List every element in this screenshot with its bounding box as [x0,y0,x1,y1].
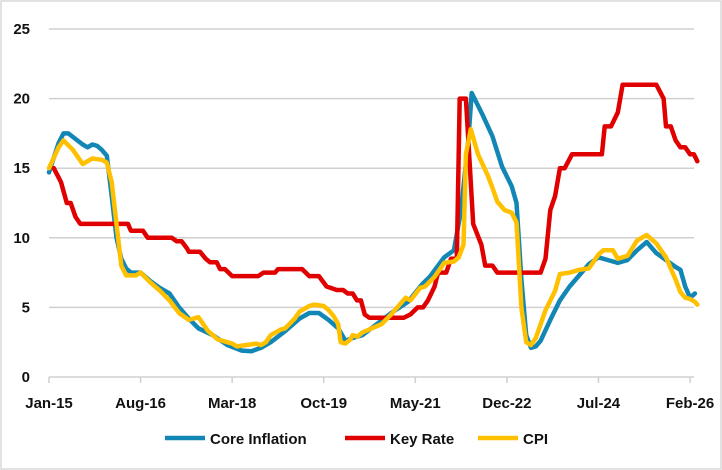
x-tick-label: Dec-22 [482,395,531,412]
x-tick-label: May-21 [390,395,441,412]
x-tick-label: Jan-15 [25,395,73,412]
series-line-key-rate [51,82,700,321]
y-tick-label: 25 [13,21,30,38]
y-tick-label: 15 [13,160,30,177]
legend-label-core-inflation: Core Inflation [210,431,307,448]
y-tick-label: 20 [13,91,30,108]
y-tick-label: 0 [22,369,30,386]
x-tick-label: Aug-16 [115,395,166,412]
x-tick-label: Feb-26 [666,395,714,412]
x-axis: Jan-15 Aug-16 Mar-18 Oct-19 May-21 Dec-22 Jul-… [25,376,714,412]
x-tick-label: Jul-24 [577,395,621,412]
y-axis: 0 5 10 15 20 25 [13,21,30,386]
series-line-cpi [46,126,700,349]
series-lines [46,82,700,354]
legend-label-key-rate: Key Rate [390,431,454,448]
y-tick-label: 5 [22,299,30,316]
x-tick-label: Oct-19 [300,395,347,412]
legend: Core Inflation Key Rate CPI [165,431,548,448]
x-tick-label: Mar-18 [208,395,256,412]
legend-label-cpi: CPI [523,431,548,448]
y-tick-label: 10 [13,230,30,247]
